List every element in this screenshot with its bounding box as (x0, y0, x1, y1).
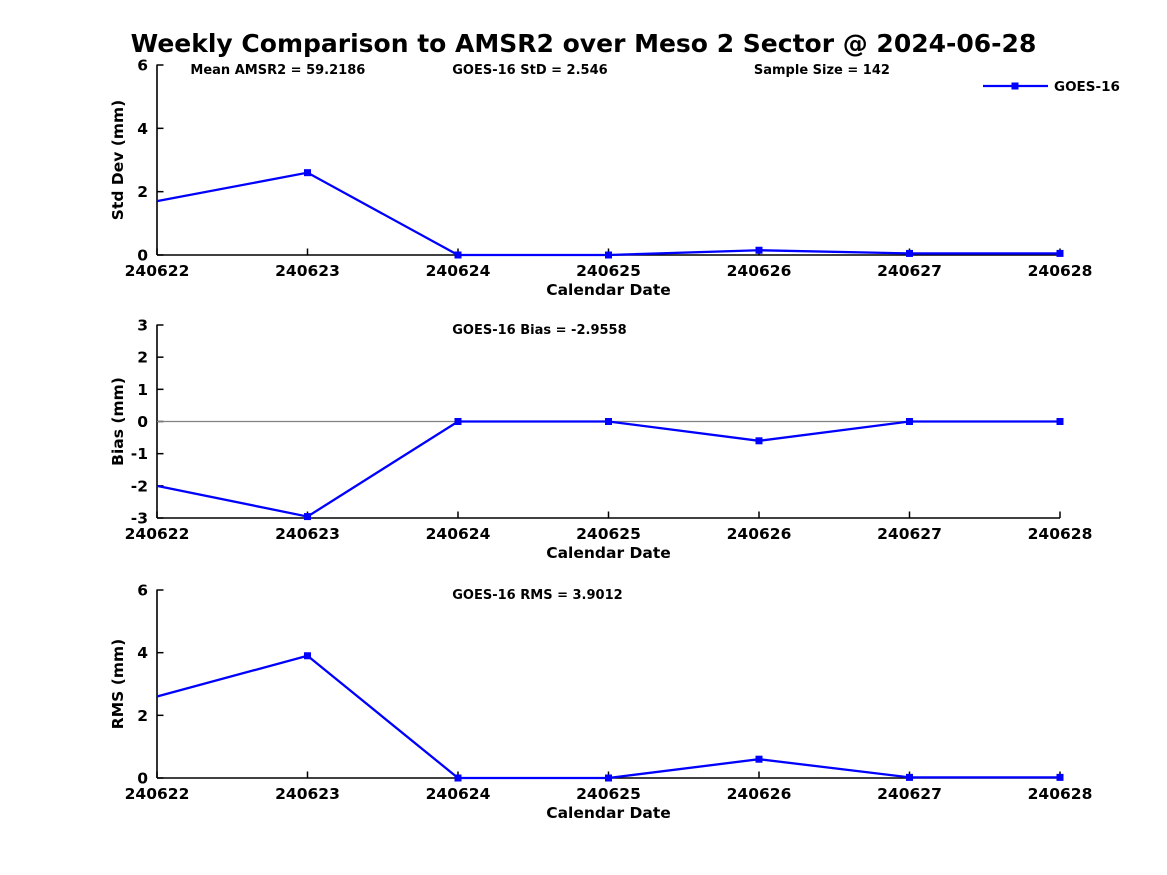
stddev-xtick-label: 240628 (1028, 262, 1093, 280)
bias-ytick-label: 3 (137, 317, 148, 335)
stddev-ytick-label: 4 (137, 120, 148, 138)
stddev-GOES-16-line (156, 171, 1060, 257)
rms-data-marker (304, 652, 311, 660)
bias-xtick-label: 240628 (1028, 525, 1093, 543)
legend-marker-icon (1011, 82, 1019, 90)
bias-data-marker (454, 418, 462, 425)
rms-xaxis-label: Calendar Date (546, 804, 671, 822)
rms-data-marker (755, 755, 763, 763)
bias-xtick-label: 240624 (426, 525, 491, 543)
rms-GOES-16-line (156, 654, 1060, 780)
rms-data-marker (454, 774, 462, 782)
bias-ytick-label: -2 (131, 477, 148, 495)
stddev-xtick-label: 240627 (877, 262, 942, 280)
rms-xtick-label: 240623 (275, 785, 340, 803)
figure-title: Weekly Comparison to AMSR2 over Meso 2 S… (130, 29, 1037, 58)
stddev-xtick-label: 240624 (426, 262, 491, 280)
bias-ytick-label: 1 (137, 381, 148, 399)
stddev-xtick-label: 240623 (275, 262, 340, 280)
bias-ytick-label: -1 (131, 445, 148, 463)
bias-xtick-label: 240627 (877, 525, 942, 543)
stddev-ytick-label: 2 (137, 183, 148, 201)
stddev-annotation: Mean AMSR2 = 59.2186 (190, 63, 365, 78)
rms-annotation: GOES-16 RMS = 3.9012 (452, 588, 622, 603)
bias-annotation: GOES-16 Bias = -2.9558 (452, 323, 626, 338)
stddev-data-marker (906, 249, 913, 257)
bias-ytick-label: -3 (131, 510, 148, 528)
rms-xtick-label: 240626 (727, 785, 792, 803)
bias-subplot: -3 -2 -1 0 1 2 3 240622 240623 240624 240625 240626… (109, 317, 1092, 563)
bias-yaxis-label: Bias (mm) (109, 377, 127, 466)
stddev-yaxis-label: Std Dev (mm) (109, 100, 127, 220)
legend: GOES-16 (983, 79, 1120, 95)
bias-xtick-label: 240626 (727, 525, 792, 543)
stddev-data-marker (304, 169, 311, 177)
rms-xtick-label: 240624 (426, 785, 491, 803)
bias-GOES-16-line (156, 420, 1060, 518)
stddev-annotation: Sample Size = 142 (754, 63, 890, 78)
rms-data-marker (605, 774, 612, 782)
rms-ytick-label: 2 (137, 707, 148, 725)
bias-data-marker (755, 437, 763, 445)
stddev-data-marker (755, 246, 763, 254)
rms-subplot: 0 2 4 6 240622 240623 240624 240625 240626 240627… (109, 582, 1092, 823)
bias-xtick-label: 240622 (125, 525, 190, 543)
rms-xtick-label: 240627 (877, 785, 942, 803)
rms-ytick-label: 4 (137, 644, 148, 662)
rms-xtick-label: 240628 (1028, 785, 1093, 803)
rms-xtick-label: 240625 (576, 785, 641, 803)
stddev-data-marker (454, 251, 462, 259)
bias-ytick-label: 0 (137, 413, 148, 431)
rms-data-marker (1056, 773, 1064, 781)
bias-xtick-label: 240625 (576, 525, 641, 543)
stddev-xtick-label: 240626 (727, 262, 792, 280)
legend-label: GOES-16 (1054, 79, 1120, 95)
rms-ytick-label: 6 (137, 582, 148, 600)
rms-yaxis-label: RMS (mm) (109, 639, 127, 729)
rms-data-marker (906, 773, 913, 781)
stddev-ytick-label: 0 (137, 247, 148, 265)
stddev-data-marker (1056, 249, 1064, 257)
rms-ytick-label: 0 (137, 770, 148, 788)
stddev-subplot: 0 2 4 6 240622 240623 240624 240625 240626 240627… (109, 57, 1092, 300)
bias-xtick-label: 240623 (275, 525, 340, 543)
stddev-annotation: GOES-16 StD = 2.546 (452, 63, 607, 78)
stddev-xtick-label: 240622 (125, 262, 190, 280)
bias-data-marker (605, 418, 612, 425)
bias-data-marker (304, 513, 311, 521)
stddev-xaxis-label: Calendar Date (546, 281, 671, 299)
bias-xaxis-label: Calendar Date (546, 544, 671, 562)
stddev-ytick-label: 6 (137, 57, 148, 75)
stddev-data-marker (605, 251, 612, 259)
bias-data-marker (1056, 418, 1064, 425)
stddev-xtick-label: 240625 (576, 262, 641, 280)
rms-xtick-label: 240622 (125, 785, 190, 803)
bias-ytick-label: 2 (137, 349, 148, 367)
bias-data-marker (906, 418, 913, 425)
